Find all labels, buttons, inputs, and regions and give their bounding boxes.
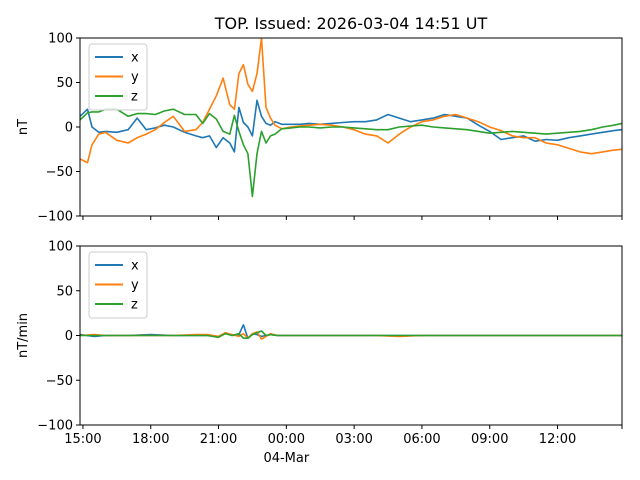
legend-label-z: z [131,298,138,313]
y-tick-label: −50 [46,374,73,389]
x-tick-label: 12:00 [539,432,576,447]
chart-title: TOP. Issued: 2026-03-04 14:51 UT [214,14,488,33]
y-tick-label: −100 [37,419,73,434]
y-tick-label: 0 [65,329,73,344]
y-tick-label: 100 [48,240,73,255]
series-line-z [80,108,622,198]
y-tick-label: 100 [48,32,73,47]
legend-label-x: x [131,51,139,66]
y-axis-label: nT/min [16,313,31,358]
x-tick-label: 03:00 [335,432,372,447]
y-tick-label: 50 [56,76,73,91]
legend-label-x: x [131,259,139,274]
series-line-z [80,330,622,340]
x-date-label: 04-Mar [263,451,309,466]
series-line-y [80,38,622,164]
x-tick-label: 09:00 [471,432,508,447]
x-tick-label: 00:00 [268,432,305,447]
y-axis-label: nT [16,119,31,135]
x-tick-label: 15:00 [64,432,101,447]
legend-label-y: y [131,278,139,293]
y-tick-label: 50 [56,284,73,299]
y-tick-label: −100 [37,210,73,225]
y-tick-label: 0 [65,121,73,136]
legend-label-y: y [131,70,139,85]
series-line-x [80,99,622,153]
x-tick-label: 06:00 [403,432,440,447]
panel-top-nT: 100 50 0 −50 −100 nT xyz [16,32,623,225]
x-tick-label: 18:00 [132,432,169,447]
x-tick-label: 21:00 [200,432,237,447]
legend-label-z: z [131,90,138,105]
y-tick-label: −50 [46,165,73,180]
panel-bottom-nT-per-min: 100 50 0 −50 −100 nT/min 15:00 18:00 21:00 00:00 0… [16,240,623,466]
